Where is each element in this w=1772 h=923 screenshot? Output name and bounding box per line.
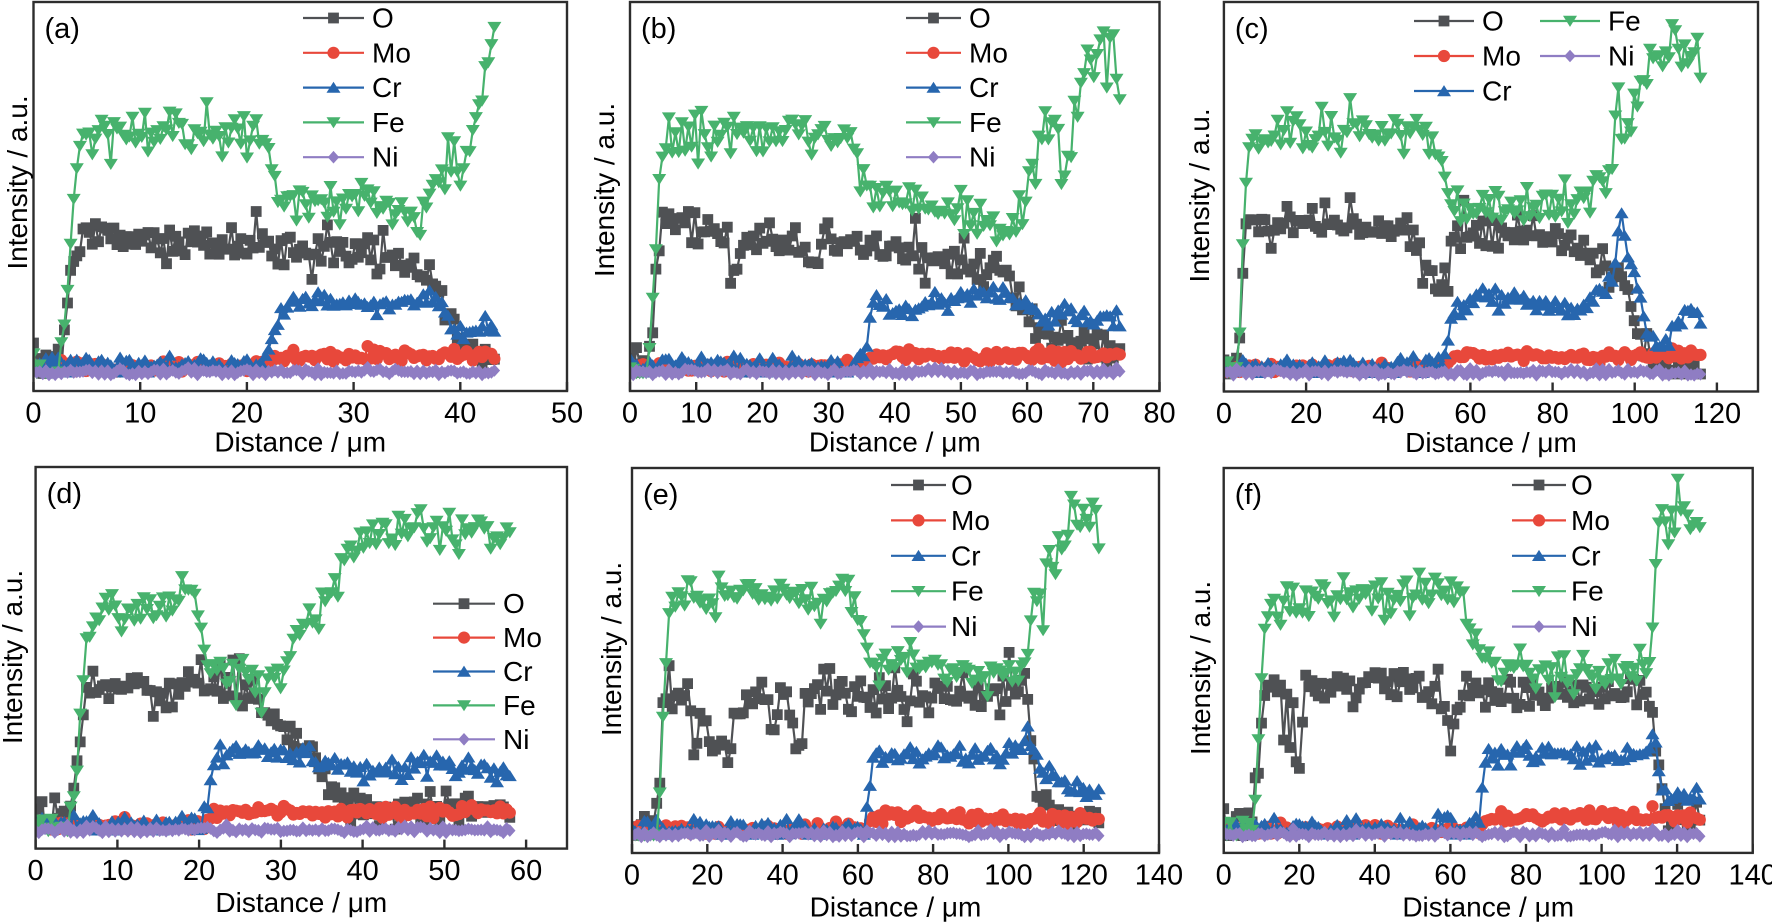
svg-text:O: O [372,3,394,34]
svg-text:30: 30 [812,398,844,430]
svg-text:Ni: Ni [503,724,529,755]
svg-text:120: 120 [1693,398,1741,430]
svg-text:50: 50 [945,398,977,430]
svg-text:Intensity / a.u.: Intensity / a.u. [589,103,620,277]
svg-text:Cr: Cr [951,540,981,571]
svg-text:(a): (a) [45,13,80,45]
svg-text:Mo: Mo [951,505,990,536]
svg-text:(d): (d) [47,478,82,510]
svg-text:40: 40 [444,398,476,430]
svg-text:80: 80 [1536,398,1568,430]
svg-text:(c): (c) [1235,13,1269,45]
svg-text:Fe: Fe [1608,6,1641,37]
svg-text:O: O [969,3,991,34]
svg-text:Intensity / a.u.: Intensity / a.u. [596,562,627,736]
svg-text:40: 40 [1372,398,1404,430]
svg-text:20: 20 [691,860,723,892]
svg-text:O: O [951,470,973,501]
svg-text:Mo: Mo [503,622,542,653]
svg-text:60: 60 [842,860,874,892]
svg-text:80: 80 [1510,859,1542,891]
svg-text:Distance / μm: Distance / μm [1405,427,1577,458]
svg-text:Fe: Fe [372,107,405,138]
svg-text:Cr: Cr [969,72,999,103]
svg-text:30: 30 [337,398,369,430]
svg-text:Fe: Fe [951,576,984,607]
svg-text:80: 80 [1143,398,1175,430]
svg-text:(f): (f) [1235,479,1262,511]
svg-text:10: 10 [680,398,712,430]
svg-text:70: 70 [1077,398,1109,430]
svg-text:0: 0 [1216,398,1232,430]
svg-text:Intensity / a.u.: Intensity / a.u. [1185,581,1216,755]
svg-text:Ni: Ni [1571,611,1597,642]
svg-text:20: 20 [183,855,215,887]
svg-text:Ni: Ni [951,611,977,642]
svg-text:O: O [1482,6,1504,37]
svg-text:(b): (b) [641,13,676,45]
svg-text:50: 50 [428,855,460,887]
svg-text:0: 0 [624,860,640,892]
svg-text:Intensity / a.u.: Intensity / a.u. [2,95,33,269]
svg-text:140: 140 [1135,860,1183,892]
svg-text:Distance / μm: Distance / μm [810,892,982,923]
svg-text:Fe: Fe [969,107,1002,138]
svg-text:20: 20 [1283,859,1315,891]
svg-text:0: 0 [622,398,638,430]
svg-text:Distance / μm: Distance / μm [809,427,981,458]
svg-text:Fe: Fe [1571,576,1604,607]
svg-text:0: 0 [1216,859,1232,891]
svg-text:Intensity / a.u.: Intensity / a.u. [1184,108,1215,282]
svg-text:60: 60 [1434,859,1466,891]
svg-text:140: 140 [1729,859,1772,891]
svg-text:40: 40 [879,398,911,430]
svg-text:100: 100 [1577,859,1625,891]
svg-text:Ni: Ni [969,142,995,173]
svg-text:30: 30 [265,855,297,887]
svg-text:O: O [503,588,525,619]
svg-text:20: 20 [1290,398,1322,430]
svg-text:120: 120 [1653,859,1701,891]
svg-text:20: 20 [746,398,778,430]
svg-text:40: 40 [766,860,798,892]
svg-text:80: 80 [917,860,949,892]
svg-text:Mo: Mo [1571,505,1610,536]
svg-text:50: 50 [551,398,583,430]
svg-text:Ni: Ni [372,142,398,173]
svg-text:0: 0 [25,398,41,430]
svg-text:60: 60 [1454,398,1486,430]
svg-text:Cr: Cr [1571,540,1601,571]
svg-text:Mo: Mo [969,37,1008,68]
svg-text:10: 10 [101,855,133,887]
svg-text:O: O [1571,470,1593,501]
svg-text:40: 40 [346,855,378,887]
svg-text:Cr: Cr [372,72,402,103]
svg-text:Distance / μm: Distance / μm [214,427,386,458]
svg-text:40: 40 [1359,859,1391,891]
svg-text:Mo: Mo [372,37,411,68]
svg-text:20: 20 [231,398,263,430]
svg-text:Distance / μm: Distance / μm [1402,891,1574,922]
svg-text:60: 60 [1011,398,1043,430]
svg-text:Cr: Cr [1482,76,1512,107]
svg-text:10: 10 [124,398,156,430]
svg-text:Cr: Cr [503,656,533,687]
svg-text:Intensity / a.u.: Intensity / a.u. [0,570,28,744]
svg-text:100: 100 [984,860,1032,892]
svg-text:60: 60 [510,855,542,887]
svg-text:0: 0 [28,855,44,887]
svg-text:(e): (e) [643,479,678,511]
svg-text:Fe: Fe [503,690,536,721]
svg-text:Distance / μm: Distance / μm [215,887,387,918]
svg-text:Ni: Ni [1608,41,1634,72]
svg-text:Mo: Mo [1482,41,1521,72]
svg-text:120: 120 [1060,860,1108,892]
svg-text:100: 100 [1611,398,1659,430]
